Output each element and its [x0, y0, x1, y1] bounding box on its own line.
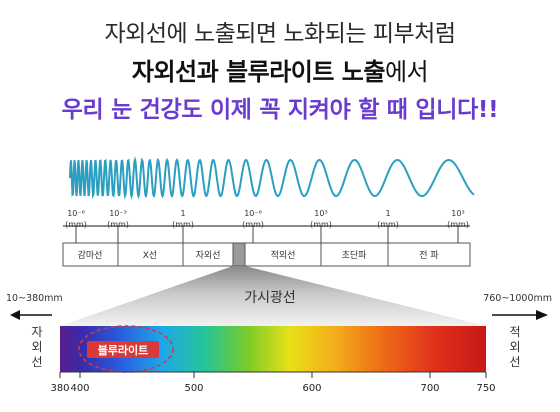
band-label: 전 파 [419, 250, 439, 261]
band-label: 감마선 [78, 249, 103, 261]
right-range-label: 760~1000mm [483, 293, 552, 304]
scale-tick-unit: (mm) [377, 220, 399, 229]
infrared-side-label: 적 외 선 [509, 325, 520, 369]
band-label: X선 [143, 250, 157, 261]
wavelength-scale: 10⁻⁶ (mm) 10⁻³ (mm) 1 (mm) 10⁻⁶ (mm) 10³ (mm) 1 (mm… [63, 209, 470, 243]
band-label: 자외선 [196, 249, 221, 261]
spectrum-bands: 감마선 X선 자외선 적외선 초단파 전 파 [78, 243, 439, 266]
right-side-char: 적 [509, 325, 520, 339]
right-side-char: 외 [509, 340, 520, 354]
band-label: 초단파 [342, 250, 368, 261]
left-arrow [10, 310, 52, 320]
left-side-char: 선 [31, 355, 42, 369]
scale-tick-value: 1 [385, 209, 390, 218]
axis-tick-label: 750 [476, 383, 495, 394]
left-side-char: 외 [31, 340, 42, 354]
headline-line-2-light: 에서 [384, 58, 429, 86]
headline-line-2-bold: 자외선과 블루라이트 노출 [131, 58, 386, 86]
band-label: 적외선 [271, 249, 296, 261]
axis-tick-label: 600 [302, 383, 321, 394]
visible-band-marker [232, 242, 246, 267]
visible-light-label: 가시광선 [244, 290, 296, 306]
scale-tick-value: 10⁻⁶ [67, 209, 85, 218]
scale-tick-unit: (mm) [65, 220, 87, 229]
scale-tick-value: 10³ [451, 209, 464, 218]
axis-tick-label: 700 [420, 383, 439, 394]
electromagnetic-wave [69, 156, 475, 200]
spectrum-axis: 380 400 500 600 700 750 [50, 371, 496, 394]
scale-tick-unit: (mm) [107, 220, 129, 229]
scale-tick-value: 1 [180, 209, 185, 218]
right-arrow [492, 310, 548, 320]
bluelight-badge [87, 341, 159, 358]
headline-line-2: 자외선과 블루라이트 노출에서 [0, 52, 560, 87]
visible-light-funnel [60, 266, 486, 326]
left-range-label: 10~380mm [6, 293, 63, 304]
scale-tick-unit: (mm) [172, 220, 194, 229]
left-side-char: 자 [31, 325, 42, 339]
axis-tick-label: 380 [50, 383, 69, 394]
scale-tick-unit: (mm) [242, 220, 264, 229]
ultraviolet-side-label: 자 외 선 [31, 325, 42, 369]
axis-tick-label: 500 [184, 383, 203, 394]
headline-line-1: 자외선에 노출되면 노화되는 피부처럼 [104, 21, 457, 47]
bluelight-label: 블루라이트 [98, 343, 149, 357]
scale-tick-value: 10⁻³ [109, 209, 127, 218]
scale-tick-value: 10⁻⁶ [244, 209, 262, 218]
scale-tick-unit: (mm) [310, 220, 332, 229]
scale-tick-unit: (mm) [447, 220, 469, 229]
scale-tick-value: 10³ [314, 209, 327, 218]
right-side-char: 선 [509, 355, 520, 369]
axis-tick-label: 400 [70, 383, 89, 394]
headline-line-3: 우리 눈 건강도 이제 꼭 지켜야 할 때 입니다!! [61, 97, 499, 123]
spectrum-band-bar [62, 242, 471, 267]
